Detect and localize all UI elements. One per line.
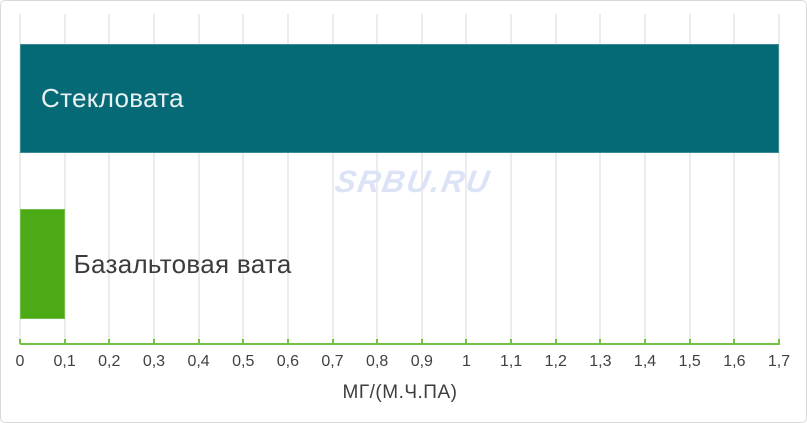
- x-axis-tick: [465, 339, 468, 344]
- x-axis-tick: [19, 339, 21, 344]
- gridline: [510, 14, 513, 339]
- bar: [20, 209, 65, 319]
- gridline: [465, 14, 468, 339]
- x-axis-tick: [376, 339, 379, 344]
- x-tick-label: 0,8: [366, 353, 389, 370]
- x-axis-tick: [286, 339, 289, 344]
- gridline: [733, 14, 736, 339]
- x-tick-label: 0: [15, 353, 25, 370]
- x-axis-tick: [688, 339, 691, 344]
- gridline: [688, 14, 691, 339]
- x-tick-label: 1,7: [767, 353, 791, 370]
- watermark: SRBU.RU: [332, 164, 494, 199]
- x-axis-tick: [152, 339, 155, 344]
- x-tick-label: 1: [462, 353, 471, 370]
- x-tick-label: 0,7: [321, 353, 344, 370]
- gridline: [420, 14, 423, 339]
- x-tick-label: 0,5: [232, 353, 255, 370]
- bar: [20, 44, 779, 153]
- x-tick-label: 0,4: [187, 353, 210, 370]
- x-tick-label: 0,2: [98, 353, 121, 370]
- gridline: [19, 14, 21, 339]
- gridline: [242, 14, 245, 339]
- x-tick-label: 0,6: [276, 353, 299, 370]
- bar-label: Стекловата: [41, 83, 184, 113]
- gridline: [599, 14, 602, 339]
- x-tick-label: 0,3: [142, 353, 166, 370]
- x-tick-label: 1,5: [678, 353, 701, 370]
- gridline: [644, 14, 647, 339]
- x-axis-tick: [420, 339, 423, 344]
- gridline: [108, 14, 111, 339]
- gridline: [331, 14, 334, 339]
- x-tick-label: 0,9: [410, 353, 433, 370]
- x-tick-label: 0,1: [53, 353, 76, 370]
- x-tick-label: 1,2: [544, 353, 567, 370]
- bar-label: Базальтовая вата: [73, 248, 292, 279]
- gridline: [152, 14, 155, 339]
- x-axis-tick: [331, 339, 334, 344]
- x-axis-tick: [242, 339, 245, 344]
- x-tick-label: 1,3: [589, 353, 612, 370]
- gridline: [554, 14, 557, 339]
- x-axis-tick: [510, 339, 513, 344]
- x-axis-tick: [733, 339, 736, 344]
- gridline: [376, 14, 379, 339]
- x-tick-label: 1,4: [633, 353, 657, 370]
- x-axis-tick: [63, 339, 66, 344]
- gridline: [63, 14, 66, 339]
- x-axis-tick: [108, 339, 111, 344]
- x-axis-tick: [599, 339, 602, 344]
- gridline: [778, 14, 780, 339]
- x-axis-tick: [778, 339, 780, 344]
- x-axis-tick: [644, 339, 647, 344]
- x-axis-title: МГ/(М.Ч.ПА): [342, 382, 458, 403]
- x-axis-tick: [197, 339, 200, 344]
- gridline: [197, 14, 200, 339]
- gridline: [286, 14, 289, 339]
- x-axis-tick: [554, 339, 557, 344]
- x-axis-line: [20, 343, 780, 345]
- x-tick-label: 1,1: [499, 353, 523, 370]
- x-tick-label: 1,6: [723, 353, 746, 370]
